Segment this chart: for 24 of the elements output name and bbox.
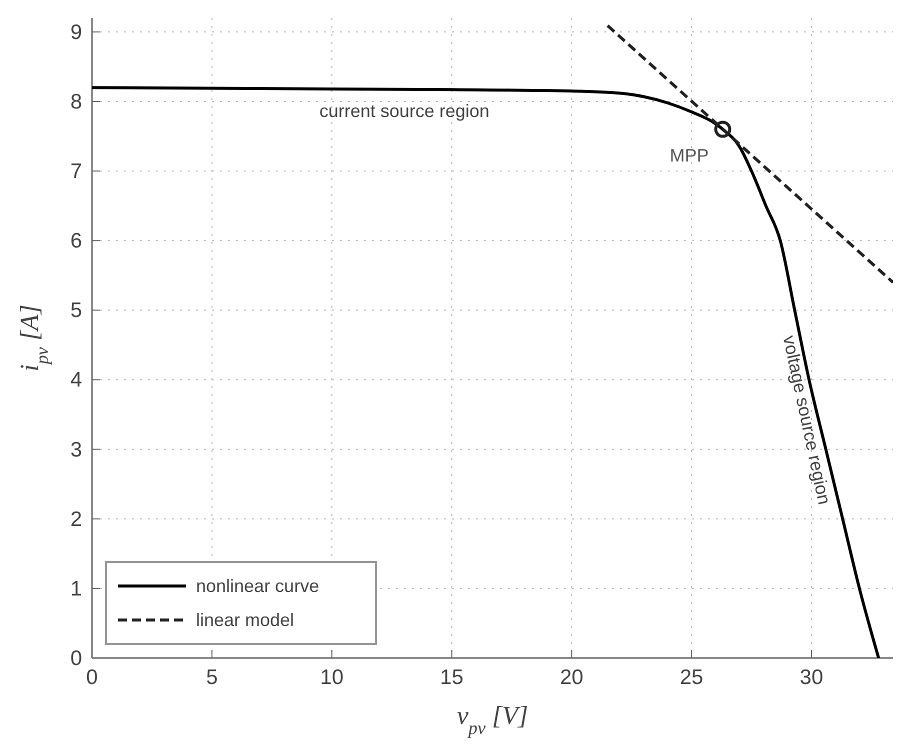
line-series bbox=[92, 86, 880, 658]
x-tick-label: 5 bbox=[206, 666, 218, 689]
legend-label: linear model bbox=[196, 610, 294, 630]
legend-label: nonlinear curve bbox=[196, 576, 320, 596]
y-tick-label: 0 bbox=[70, 647, 82, 670]
y-tick-label: 7 bbox=[70, 160, 82, 184]
y-tick-label: 5 bbox=[70, 299, 82, 322]
annotation: MPP bbox=[670, 145, 709, 166]
x-tick-label: 30 bbox=[800, 666, 824, 689]
x-tick-label: 10 bbox=[320, 666, 344, 689]
x-tick-label: 25 bbox=[680, 666, 704, 689]
y-tick-label: 8 bbox=[70, 90, 82, 114]
y-tick-label: 6 bbox=[70, 230, 82, 253]
y-tick-label: 4 bbox=[70, 368, 82, 392]
annotation: voltage source region bbox=[779, 334, 834, 506]
x-tick-label: 15 bbox=[440, 666, 464, 689]
y-tick-label: 9 bbox=[70, 20, 82, 44]
x-tick-label: 20 bbox=[560, 666, 584, 689]
x-axis-title: v$_{pv}$ [V] bbox=[456, 701, 528, 738]
x-tick-label: 0 bbox=[86, 666, 98, 689]
y-tick-label: 1 bbox=[70, 577, 82, 600]
y-tick-label: 3 bbox=[70, 438, 82, 462]
annotation: current source region bbox=[319, 101, 490, 122]
y-tick-label: 2 bbox=[70, 508, 82, 531]
